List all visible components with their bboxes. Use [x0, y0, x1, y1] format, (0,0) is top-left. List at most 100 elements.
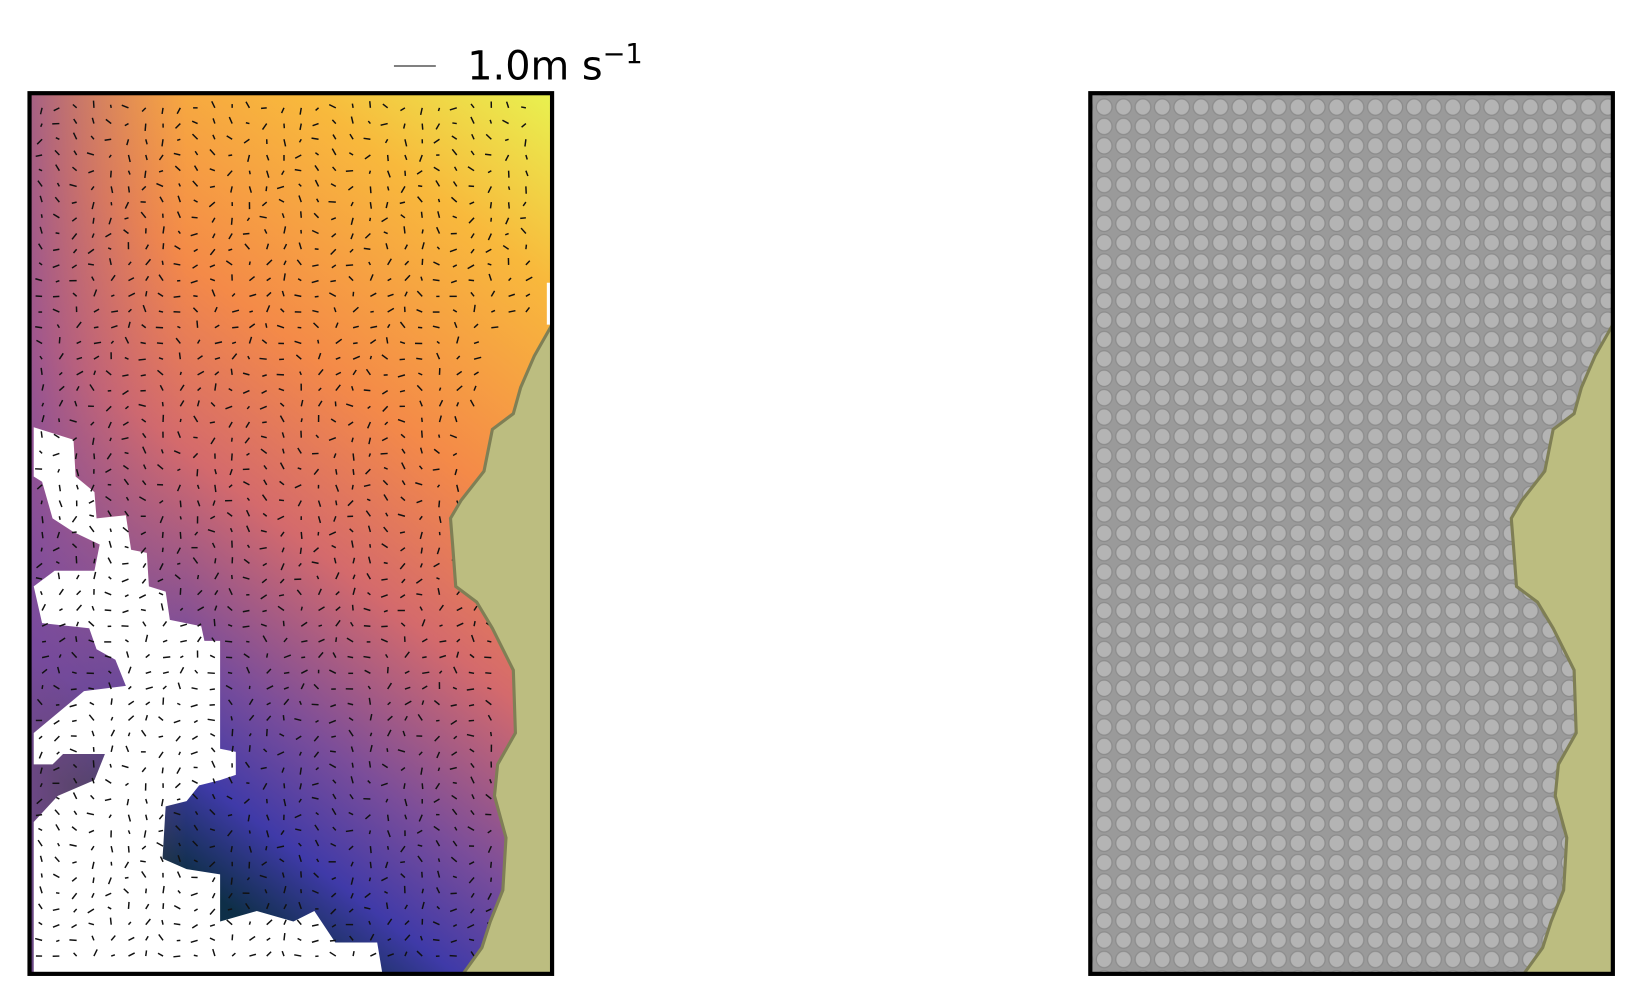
- velocity-arrow: [248, 261, 251, 266]
- velocity-arrow: [91, 935, 95, 941]
- velocity-arrow: [93, 453, 96, 460]
- velocity-arrow: [248, 186, 253, 193]
- velocity-arrow: [196, 500, 201, 507]
- velocity-arrow: [438, 500, 441, 508]
- velocity-arrow: [299, 783, 302, 790]
- velocity-arrow: [352, 574, 356, 580]
- velocity-arrow: [159, 384, 164, 391]
- velocity-arrow: [387, 307, 395, 313]
- velocity-arrow: [207, 718, 215, 722]
- velocity-arrow: [39, 195, 43, 203]
- velocity-arrow: [161, 919, 164, 925]
- velocity-arrow: [122, 421, 129, 426]
- velocity-arrow: [453, 735, 458, 740]
- velocity-arrow: [225, 260, 233, 266]
- velocity-arrow: [384, 421, 389, 426]
- velocity-arrow: [351, 604, 354, 611]
- velocity-arrow: [417, 713, 423, 721]
- velocity-arrow: [157, 292, 164, 297]
- velocity-arrow: [420, 430, 423, 438]
- velocity-arrow: [266, 919, 273, 926]
- velocity-arrow: [262, 421, 267, 424]
- velocity-arrow: [385, 653, 389, 659]
- velocity-arrow: [242, 625, 250, 628]
- velocity-arrow: [142, 621, 147, 627]
- velocity-arrow: [138, 358, 146, 361]
- velocity-arrow: [365, 468, 371, 475]
- velocity-arrow: [128, 277, 135, 282]
- velocity-arrow: [193, 248, 198, 253]
- velocity-arrow: [330, 418, 337, 423]
- velocity-arrow: [214, 324, 220, 329]
- velocity-arrow: [438, 670, 443, 674]
- velocity-arrow: [436, 547, 441, 555]
- velocity-arrow: [280, 563, 285, 571]
- velocity-arrow: [432, 468, 440, 471]
- velocity-arrow: [71, 201, 77, 204]
- velocity-arrow: [105, 370, 112, 376]
- velocity-arrow: [312, 309, 319, 313]
- velocity-arrow: [249, 935, 256, 941]
- velocity-arrow: [107, 906, 112, 910]
- velocity-arrow: [283, 243, 288, 250]
- velocity-arrow: [449, 107, 457, 111]
- velocity-arrow: [191, 133, 199, 140]
- velocity-arrow: [311, 561, 319, 565]
- velocity-arrow: [210, 437, 216, 445]
- velocity-arrow: [282, 715, 285, 721]
- velocity-arrow: [335, 322, 339, 329]
- velocity-arrow: [335, 371, 342, 376]
- velocity-arrow: [38, 827, 43, 832]
- velocity-arrow: [487, 829, 492, 834]
- velocity-arrow: [437, 587, 441, 595]
- no-data-region: [33, 427, 383, 974]
- velocity-arrow: [193, 199, 198, 203]
- velocity-arrow: [177, 854, 182, 863]
- velocity-arrow: [404, 139, 408, 147]
- velocity-arrow: [416, 829, 423, 834]
- velocity-arrow: [72, 861, 77, 864]
- velocity-arrow: [92, 877, 95, 884]
- velocity-arrow: [335, 500, 338, 506]
- velocity-arrow: [174, 782, 181, 789]
- velocity-arrow: [262, 374, 267, 377]
- velocity-arrow: [385, 201, 389, 209]
- velocity-arrow: [400, 107, 406, 112]
- velocity-arrow: [39, 782, 43, 788]
- velocity-arrow: [467, 166, 475, 172]
- velocity-arrow: [93, 949, 98, 957]
- velocity-arrow: [245, 902, 251, 910]
- velocity-arrow: [145, 701, 151, 706]
- velocity-arrow: [331, 232, 337, 238]
- velocity-arrow: [298, 751, 302, 756]
- velocity-arrow: [436, 887, 441, 894]
- velocity-arrow: [400, 622, 406, 627]
- velocity-arrow: [416, 357, 423, 360]
- velocity-arrow: [276, 185, 285, 190]
- velocity-arrow: [55, 824, 61, 831]
- velocity-arrow: [174, 165, 181, 172]
- velocity-arrow: [41, 655, 50, 659]
- velocity-arrow: [298, 842, 302, 847]
- velocity-arrow: [449, 908, 458, 913]
- velocity-arrow: [421, 783, 424, 790]
- velocity-arrow: [69, 748, 77, 753]
- velocity-arrow: [436, 905, 441, 910]
- velocity-arrow: [369, 202, 373, 209]
- velocity-arrow: [226, 512, 233, 517]
- velocity-arrow: [280, 829, 285, 836]
- velocity-arrow: [328, 292, 337, 297]
- velocity-arrow: [404, 715, 408, 721]
- velocity-arrow: [141, 480, 147, 486]
- velocity-arrow: [383, 526, 389, 533]
- velocity-arrow: [404, 904, 408, 910]
- velocity-arrow: [197, 589, 203, 596]
- velocity-arrow: [192, 307, 199, 313]
- velocity-arrow: [281, 170, 285, 176]
- velocity-arrow: [207, 672, 215, 675]
- velocity-arrow: [248, 921, 252, 925]
- velocity-arrow: [418, 814, 423, 822]
- velocity-arrow: [316, 575, 320, 580]
- velocity-arrow: [335, 606, 341, 612]
- velocity-arrow: [299, 107, 302, 115]
